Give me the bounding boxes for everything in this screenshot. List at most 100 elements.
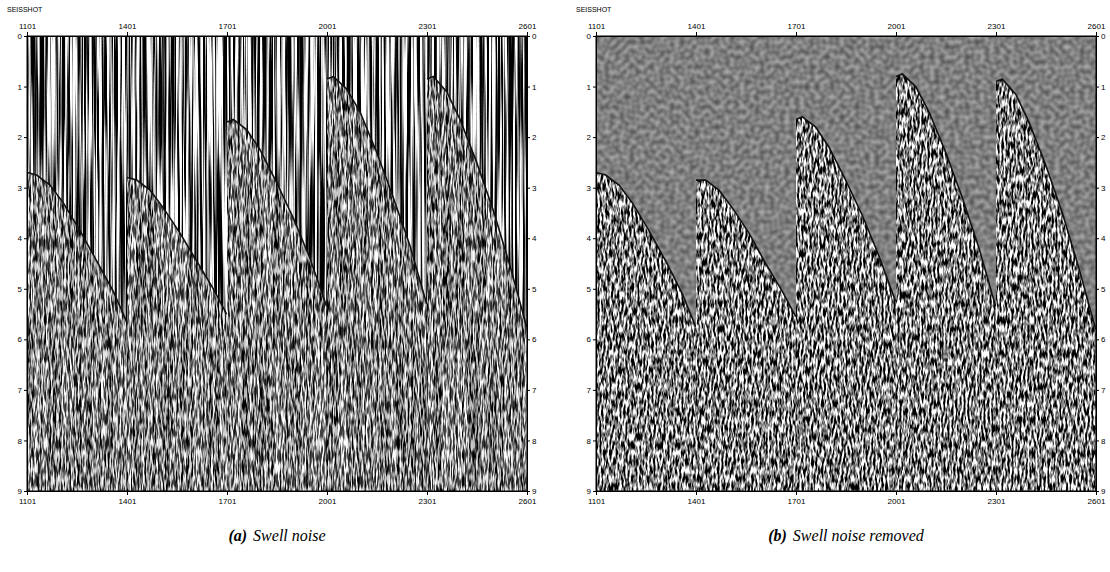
tick: 7 [527,386,537,395]
tick: 2001 [319,22,337,36]
tick-mark [1096,32,1097,36]
axis: 0123456789 [587,32,597,496]
axis-title: SEISSHOT [7,6,43,13]
tick-label: 5 [532,285,537,294]
tick-mark [527,491,530,492]
tick-label: 7 [587,386,592,395]
first-break [327,76,427,304]
first-break [596,173,696,327]
axis-line [597,36,1097,37]
tick: 1 [587,83,596,92]
tick-mark [127,491,128,495]
axis-line [28,491,528,492]
figure: 1101140117012001230126011101140117012001… [0,0,1110,572]
tick: 3 [527,184,537,193]
tick-label: 2 [1101,133,1106,142]
tick: 2001 [888,22,906,36]
tick-label: 5 [1101,285,1106,294]
tick: 9 [1096,487,1106,496]
tick: 8 [1096,437,1106,446]
tick-label: 2601 [1088,497,1106,506]
tick-label: 1 [18,83,23,92]
tick-mark [24,339,27,340]
tick: 7 [587,386,596,395]
tick-label: 3 [18,184,23,193]
first-break [27,173,127,322]
tick-mark [596,491,597,495]
panel-label: (b) [768,527,787,545]
tick: 6 [587,335,596,344]
tick-mark [1096,289,1099,290]
tick-mark [24,491,27,492]
axis: 110114011701200123012601 [588,491,1106,506]
caption: (b)Swell noise removed [768,527,925,545]
tick: 5 [1096,285,1106,294]
tick-mark [996,32,997,36]
tick-mark [1096,339,1099,340]
axis-line [527,37,528,492]
tick-mark [24,289,27,290]
tick-mark [527,289,530,290]
tick-mark [593,87,596,88]
event-area [796,117,896,491]
tick: 1701 [219,491,237,506]
tick-label: 5 [587,285,592,294]
tick-label: 4 [587,234,592,243]
tick: 3 [1096,184,1106,193]
tick-mark [596,32,597,36]
tick-mark [24,440,27,441]
tick: 1401 [688,22,706,36]
tick-label: 4 [18,234,23,243]
tick-mark [1096,491,1099,492]
tick: 2301 [419,22,437,36]
tick: 2001 [319,491,337,506]
first-break [796,117,896,302]
tick-label: 4 [1101,234,1106,243]
tick-label: 9 [18,487,23,496]
tick-label: 7 [1101,386,1106,395]
tick-mark [527,390,530,391]
axis: 110114011701200123012601 [19,22,537,37]
tick-label: 1101 [19,497,37,506]
tick-label: 6 [532,335,537,344]
background [27,36,527,491]
tick-mark [1096,137,1099,138]
caption: (a)Swell noise [228,527,325,545]
tick-label: 1701 [219,497,237,506]
tick-label: 9 [587,487,592,496]
tick-label: 2001 [319,497,337,506]
tick-mark [427,32,428,36]
tick-mark [896,491,897,495]
tick: 5 [587,285,596,294]
first-break [427,76,527,326]
axis: 0123456789 [1096,32,1106,496]
panel-label: (a) [228,527,247,545]
event-area [327,76,427,491]
tick-mark [527,188,530,189]
tick-mark [593,36,596,37]
axis-line [597,491,1097,492]
tick-mark [593,390,596,391]
axis-line [596,37,597,492]
tick-label: 6 [1101,335,1106,344]
tick-label: 0 [18,32,23,41]
tick-mark [427,491,428,495]
tick: 2301 [419,491,437,506]
tick: 4 [18,234,27,243]
tick-mark [696,491,697,495]
tick-label: 6 [18,335,23,344]
tick-mark [593,491,596,492]
tick: 5 [18,285,27,294]
tick-label: 8 [1101,437,1106,446]
tick: 2001 [888,491,906,506]
tick-mark [796,32,797,36]
tick-label: 1 [532,83,537,92]
tick-mark [527,137,530,138]
tick: 1701 [788,22,806,36]
tick: 2301 [988,491,1006,506]
tick-mark [1096,36,1099,37]
tick-mark [527,32,528,36]
tick-mark [327,491,328,495]
frame [596,36,1096,491]
tick-mark [24,390,27,391]
